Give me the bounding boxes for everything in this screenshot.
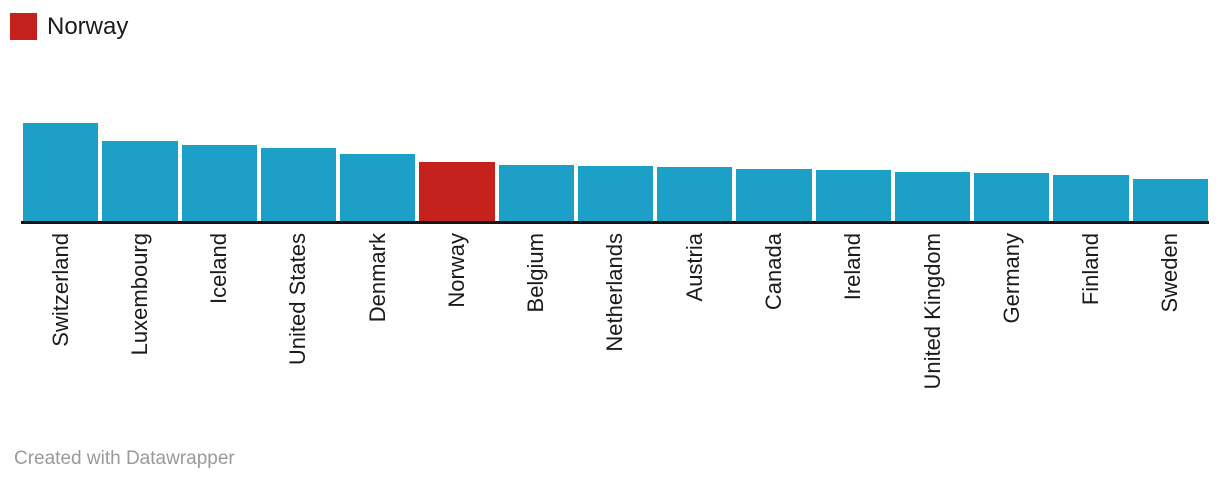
bar-united-kingdom[interactable] (894, 172, 971, 221)
x-tick-label-canada: Canada (761, 233, 787, 311)
datawrapper-attribution-link[interactable]: Created with Datawrapper (14, 448, 235, 469)
bar-switzerland[interactable] (23, 123, 99, 221)
x-tick-cell-sweden: Sweden (1133, 233, 1208, 433)
legend: Norway (10, 13, 128, 40)
x-axis-line (21, 221, 1209, 224)
x-axis-labels: Switzerland Luxembourg Iceland United State… (23, 233, 1208, 433)
x-tick-label-austria: Austria (681, 233, 707, 302)
x-tick-cell-switzerland: Switzerland (23, 233, 98, 433)
x-tick-cell-ireland: Ireland (816, 233, 891, 433)
x-tick-label-luxembourg: Luxembourg (126, 233, 152, 356)
x-tick-cell-netherlands: Netherlands (578, 233, 653, 433)
x-tick-label-norway: Norway (443, 233, 469, 308)
x-tick-label-netherlands: Netherlands (602, 233, 628, 352)
x-tick-cell-luxembourg: Luxembourg (102, 233, 177, 433)
x-tick-cell-united-kingdom: United Kingdom (895, 233, 970, 433)
bar-canada[interactable] (736, 169, 812, 221)
bar-luxembourg[interactable] (102, 141, 178, 221)
x-tick-cell-denmark: Denmark (340, 233, 415, 433)
bar-austria[interactable] (657, 167, 733, 221)
bar-norway[interactable] (419, 162, 495, 221)
bar-finland[interactable] (1053, 175, 1129, 221)
x-tick-label-denmark: Denmark (364, 233, 390, 323)
x-tick-cell-belgium: Belgium (499, 233, 574, 433)
x-tick-cell-canada: Canada (736, 233, 811, 433)
x-tick-label-germany: Germany (998, 233, 1024, 324)
legend-label: Norway (47, 13, 129, 40)
x-tick-cell-iceland: Iceland (182, 233, 257, 433)
x-tick-label-iceland: Iceland (206, 233, 232, 304)
x-tick-label-ireland: Ireland (840, 233, 866, 301)
x-tick-cell-austria: Austria (657, 233, 732, 433)
bar-united-states[interactable] (260, 148, 337, 221)
bar-sweden[interactable] (1132, 179, 1208, 221)
x-tick-label-united-states: United States (285, 233, 311, 366)
bar-iceland[interactable] (181, 145, 257, 221)
x-tick-cell-finland: Finland (1053, 233, 1128, 433)
x-tick-label-sweden: Sweden (1157, 233, 1183, 313)
x-tick-cell-united-states: United States (261, 233, 336, 433)
bar-netherlands[interactable] (577, 166, 654, 221)
legend-swatch-norway (10, 13, 37, 40)
bar-belgium[interactable] (498, 165, 574, 221)
x-tick-label-finland: Finland (1078, 233, 1104, 306)
x-tick-cell-germany: Germany (974, 233, 1049, 433)
x-tick-label-belgium: Belgium (523, 233, 549, 313)
x-tick-label-united-kingdom: United Kingdom (919, 233, 945, 390)
bar-ireland[interactable] (815, 170, 891, 221)
x-tick-label-switzerland: Switzerland (47, 233, 73, 347)
bar-chart (23, 121, 1208, 221)
bar-germany[interactable] (974, 173, 1050, 221)
bar-denmark[interactable] (340, 154, 416, 221)
x-tick-cell-norway: Norway (419, 233, 494, 433)
